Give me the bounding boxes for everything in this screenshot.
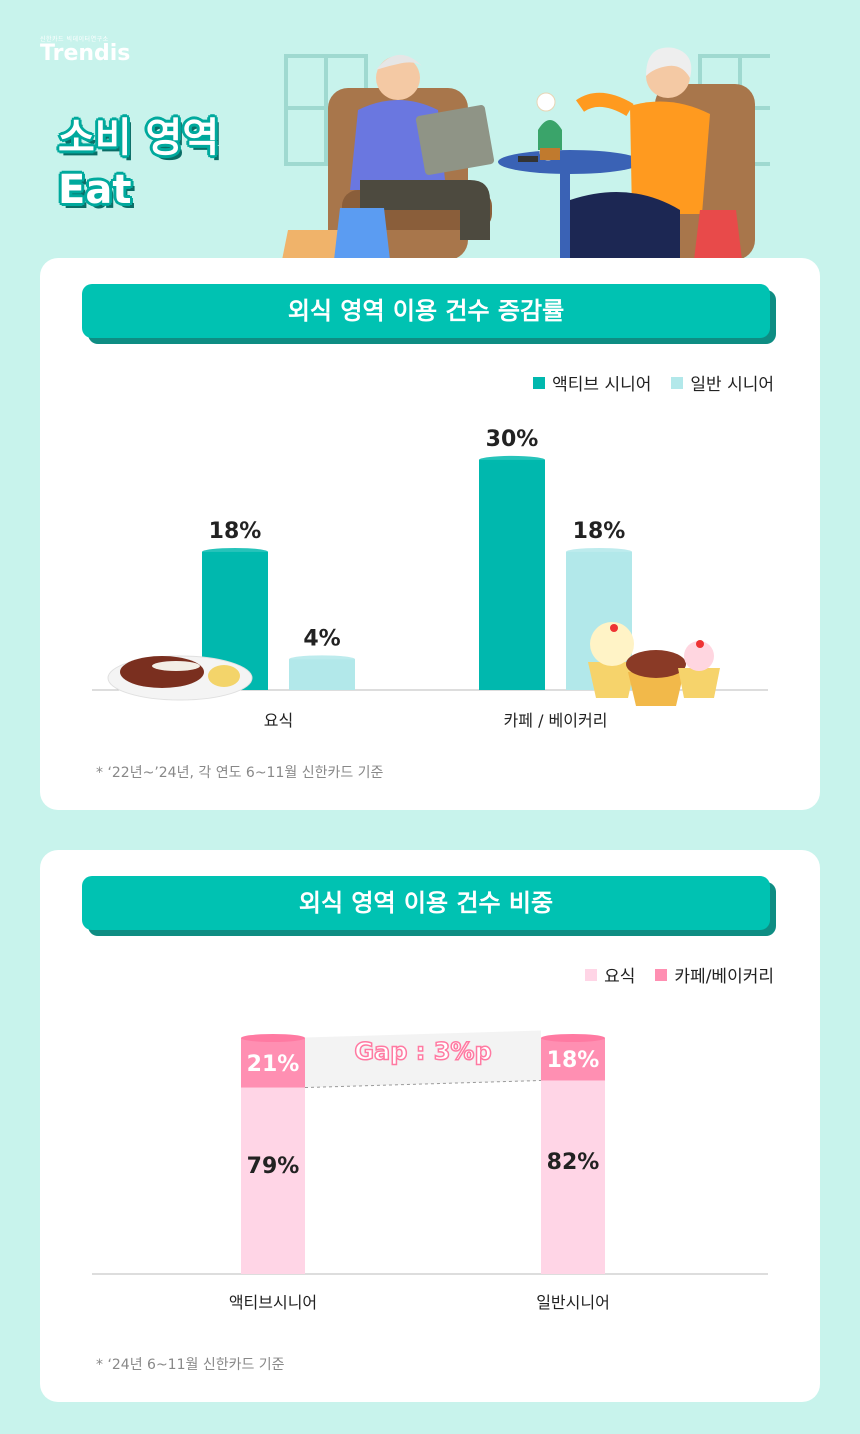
cupcakes-decoration — [588, 622, 720, 706]
legend-swatch — [655, 968, 668, 981]
legend-item: 일반 시니어 — [671, 370, 774, 395]
data-label: 18% — [209, 519, 262, 544]
legend-item: 요식 — [585, 962, 635, 987]
data-label: 30% — [486, 427, 539, 452]
legend-swatch — [585, 968, 598, 981]
chart-legend: 액티브 시니어 일반 시니어 — [533, 370, 774, 395]
bar-cap — [289, 655, 355, 664]
legend-item: 액티브 시니어 — [533, 370, 651, 395]
bar-segment — [241, 1038, 305, 1088]
brand-tagline: 신한카드 빅데이터연구소 — [40, 36, 109, 43]
gap-annotation: Gap : 3%p — [354, 1038, 491, 1066]
legend-label: 일반 시니어 — [690, 375, 774, 395]
chart-legend: 요식 카페/베이커리 — [585, 962, 774, 987]
bar — [289, 659, 355, 690]
bar-cap — [241, 1034, 305, 1042]
hero-title-line1: 소비 영역 — [58, 115, 220, 161]
legend-label: 요식 — [604, 967, 636, 987]
legend-swatch — [533, 376, 546, 389]
steak-plate-decoration — [107, 655, 253, 701]
bar — [479, 459, 545, 690]
x-tick-label: 일반시니어 — [536, 1293, 610, 1312]
data-label: 4% — [303, 626, 340, 651]
bar-segment — [241, 1087, 305, 1274]
data-label: 82% — [547, 1150, 600, 1175]
hero-title: 소비 영역 Eat — [58, 112, 219, 216]
legend-item: 카페/베이커리 — [655, 962, 774, 987]
legend-label: 카페/베이커리 — [674, 967, 774, 987]
chart-footnote: * ‘22년~’24년, 각 연도 6~11월 신한카드 기준 — [96, 765, 384, 781]
data-label: 21% — [247, 1052, 300, 1077]
chart-card-growth: 외식 영역 이용 건수 증감률 액티브 시니어 일반 시니어 18% 30% 4% 1… — [40, 258, 820, 810]
bar-cap — [479, 455, 545, 464]
data-label: 79% — [247, 1154, 300, 1179]
x-tick-label: 요식 — [264, 711, 293, 730]
hero-title-line2: Eat — [58, 167, 132, 213]
bar-segment — [541, 1080, 605, 1274]
chart-card-share: 외식 영역 이용 건수 비중 요식 카페/베이커리 21% 79% 액티브시니어 18… — [40, 850, 820, 1402]
brand-logo: Trendis — [40, 41, 131, 66]
brand: 신한카드 빅데이터연구소 Trendis — [40, 34, 130, 65]
data-label: 18% — [573, 519, 626, 544]
seniors-cafe-illustration — [282, 47, 770, 260]
bar-cap — [202, 547, 268, 556]
chart-footnote: * ‘24년 6~11월 신한카드 기준 — [96, 1357, 285, 1373]
chart-title: 외식 영역 이용 건수 비중 — [82, 876, 770, 930]
gap-band — [305, 1030, 541, 1088]
share-stacked-bar-chart: 21% 79% 액티브시니어 18% 82% 일반시니어 Gap : 3%p — [92, 1030, 768, 1312]
bar-cap — [566, 547, 632, 556]
growth-bar-chart: 18% 30% 4% 18% 요식 카페 / 베이커리 — [92, 427, 768, 730]
data-label: 18% — [547, 1048, 600, 1073]
chart-title: 외식 영역 이용 건수 증감률 — [82, 284, 770, 338]
x-tick-label: 액티브시니어 — [229, 1293, 317, 1312]
x-tick-label: 카페 / 베이커리 — [504, 711, 608, 730]
legend-label: 액티브 시니어 — [552, 375, 652, 395]
bar-segment — [541, 1038, 605, 1081]
legend-swatch — [671, 376, 684, 389]
bar-cap — [541, 1034, 605, 1042]
